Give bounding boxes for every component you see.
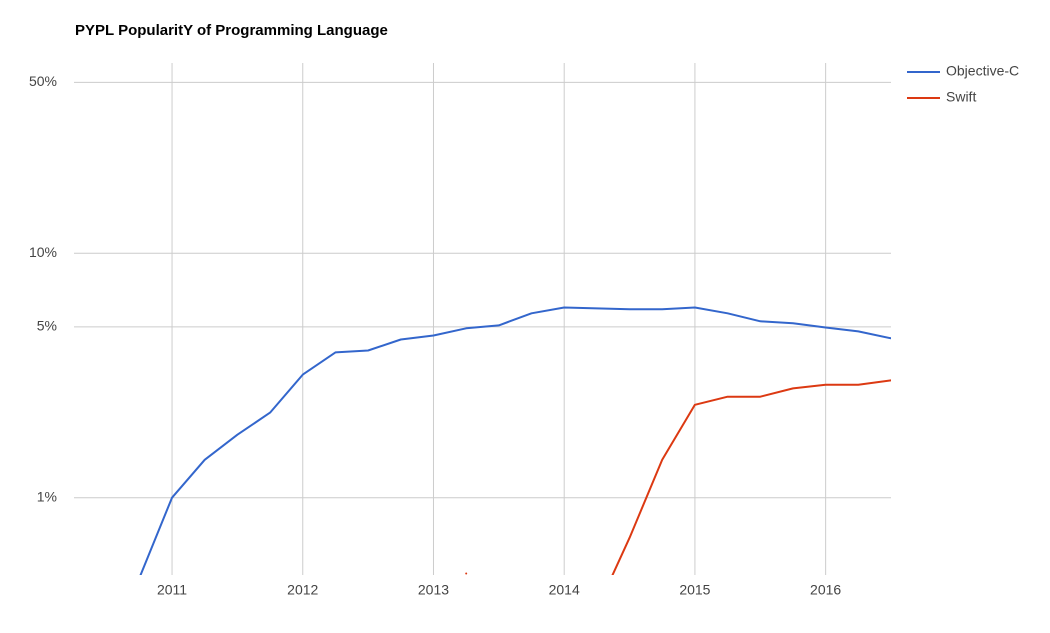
x-tick-label: 2015 [679, 582, 710, 598]
series-line [465, 379, 891, 575]
y-tick-label: 1% [37, 488, 57, 504]
legend-label: Swift [946, 89, 976, 105]
y-tick-label: 5% [37, 318, 57, 334]
x-tick-label: 2014 [549, 582, 580, 598]
series-line [139, 306, 891, 575]
x-tick-label: 2012 [287, 582, 318, 598]
x-tick-label: 2011 [157, 582, 187, 598]
y-tick-label: 50% [29, 73, 57, 89]
chart-title: PYPL PopularitY of Programming Language [75, 22, 388, 39]
x-tick-label: 2016 [810, 582, 841, 598]
plot-area [139, 306, 891, 575]
legend-label: Objective-C [946, 63, 1019, 79]
x-tick-label: 2013 [418, 582, 449, 598]
y-tick-label: 10% [29, 244, 57, 260]
